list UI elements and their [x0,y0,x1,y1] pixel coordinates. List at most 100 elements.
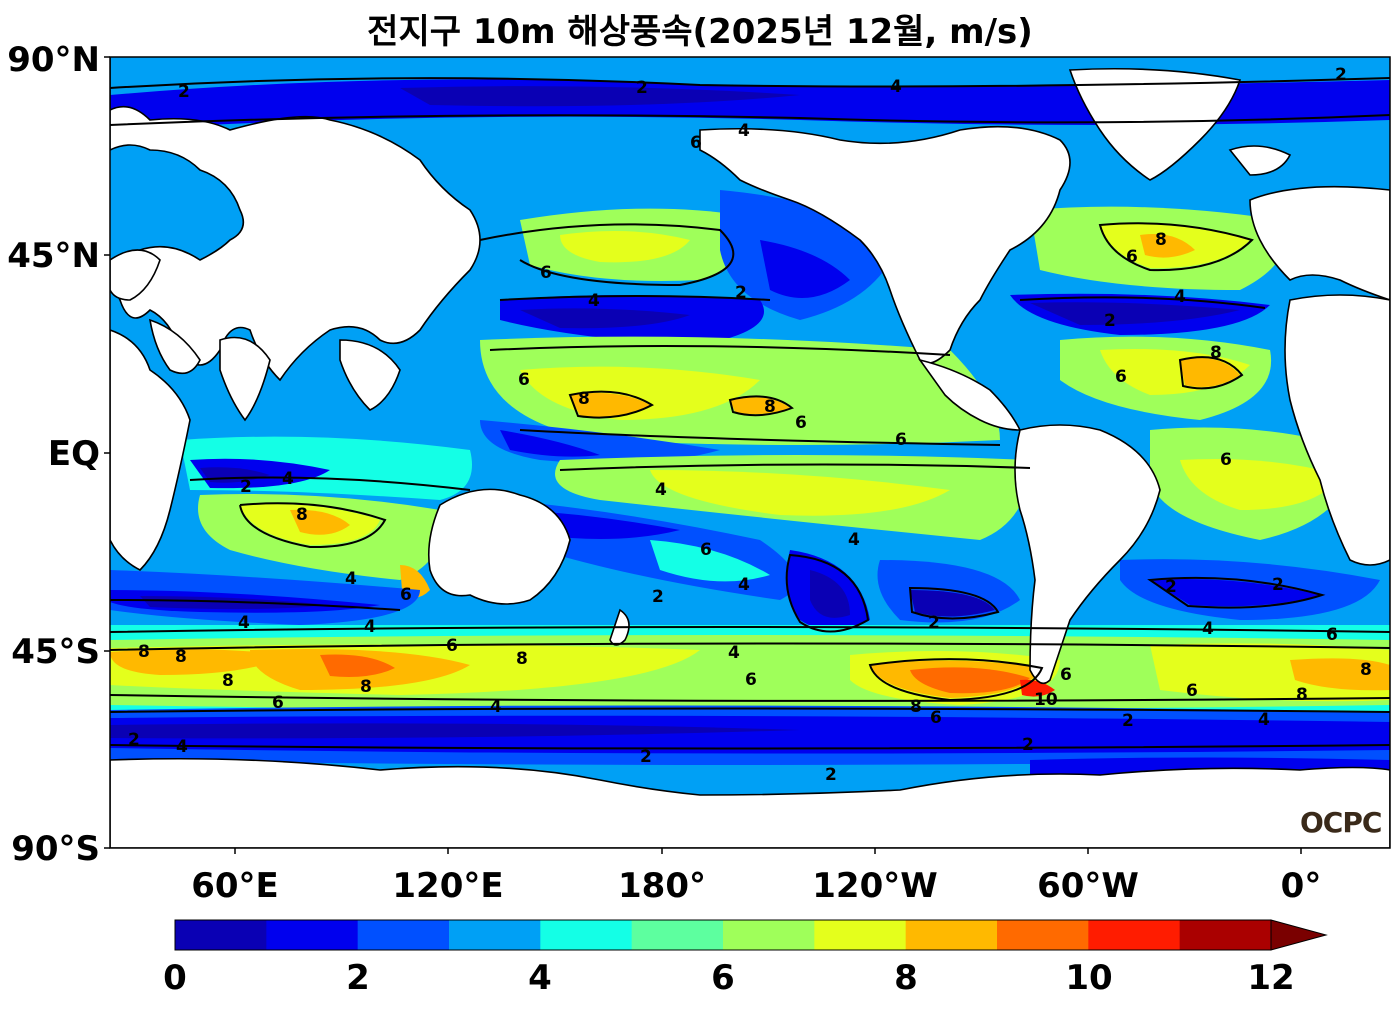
contour-label: 4 [738,121,750,141]
contour-label: 6 [540,263,552,283]
land-masses [110,57,1390,848]
contour-label: 4 [848,530,860,550]
contour-label: 4 [1202,619,1214,639]
colorbar-swatch [631,920,724,950]
contour-label: 6 [272,693,284,713]
contour-label: 8 [1155,230,1167,250]
y-tick-label: 90°S [11,829,100,869]
contour-label: 6 [745,670,757,690]
contour-label: 4 [655,480,667,500]
contour-label: 8 [360,677,372,697]
colorbar-swatch [814,920,907,950]
contour-label: 2 [1122,711,1134,731]
contour-label: 2 [240,477,252,497]
contour-label: 2 [128,730,140,750]
x-tick-label: 60°W [1037,866,1139,906]
colorbar-tick-label: 8 [894,958,918,998]
colorbar [174,919,1328,951]
contour-label: 4 [490,697,502,717]
contour-label: 2 [1335,65,1347,85]
contour-label: 4 [345,569,357,589]
x-tick-label: 120°W [812,866,938,906]
contour-label: 8 [516,649,528,669]
colorbar-swatch [997,920,1089,950]
contour-label: 2 [1165,577,1177,597]
colorbar-tick-label: 6 [711,958,735,998]
contour-label: 6 [1186,681,1198,701]
contour-label: 6 [1115,367,1127,387]
contour-label-group: 2 2 4 2 6 4 6 4 2 6 8 8 6 6 4 6 4 4 2 2 … [128,65,1372,785]
y-tick-label: 90°N [7,40,100,80]
contour-label: 6 [690,133,702,153]
contour-label: 4 [890,77,902,97]
contour-label: 4 [728,643,740,663]
contour-label: 4 [738,575,750,595]
contour-lines [110,77,1390,750]
contour-label: 4 [588,291,600,311]
y-tick-label: 45°S [11,632,100,672]
colorbar-tick-label: 2 [346,958,370,998]
contour-label: 4 [364,617,376,637]
contour-label: 8 [764,397,776,417]
colorbar-swatch [175,920,267,950]
x-tick-label: 60°E [191,866,279,906]
contour-label: 4 [1258,710,1270,730]
contour-label: 8 [1296,685,1308,705]
contour-label: 6 [1220,450,1232,470]
x-tick-label: 0° [1280,866,1322,906]
y-tick-label: EQ [47,434,100,474]
contour-label: 10 [1034,690,1058,710]
ocpc-logo: OCPC [1300,806,1382,839]
colorbar-swatch [905,920,998,950]
contour-label: 8 [175,647,187,667]
contour-label: 8 [222,671,234,691]
colorbar-swatch [357,920,450,950]
map-field: 2 2 4 2 6 4 6 4 2 6 8 8 6 6 4 6 4 4 2 2 … [110,57,1390,848]
contour-label: 8 [1210,343,1222,363]
contour-label: 4 [282,469,294,489]
colorbar-tick-label: 4 [528,958,552,998]
contour-label: 8 [910,697,922,717]
contour-label: 6 [518,370,530,390]
contour-label: 2 [1104,311,1116,331]
map-title: 전지구 10m 해상풍속(2025년 12월, m/s) [367,12,1033,52]
contour-label: 2 [640,747,652,767]
axis-ticks [104,56,1302,854]
contour-label: 6 [895,430,907,450]
colorbar-swatch [266,920,359,950]
contour-label: 8 [296,505,308,525]
contour-label: 4 [176,737,188,757]
contour-label: 2 [825,765,837,785]
contour-label: 6 [400,585,412,605]
colorbar-swatch [540,920,633,950]
contour-label: 6 [446,636,458,656]
contour-label: 8 [1360,660,1372,680]
x-tick-label: 120°E [392,866,504,906]
contour-label: 2 [1022,735,1034,755]
colorbar-tick-label: 10 [1065,958,1113,998]
contour-label: 6 [930,708,942,728]
contour-label: 8 [578,389,590,409]
colorbar-swatch [1179,920,1272,950]
contour-label: 2 [652,587,664,607]
contour-label: 2 [735,283,747,303]
contour-label: 2 [178,82,190,102]
contour-label: 6 [700,540,712,560]
contour-label: 6 [795,413,807,433]
colorbar-extend-arrow [1270,919,1328,951]
colorbar-swatch [723,920,815,950]
colorbar-tick-label: 0 [163,958,187,998]
contour-label: 8 [138,642,150,662]
colorbar-swatch [1088,920,1181,950]
contour-label: 4 [1174,287,1186,307]
colorbar-swatch [449,920,541,950]
colorbar-outline [174,919,1272,951]
colorbar-tick-label: 12 [1247,958,1295,998]
contour-label: 4 [238,613,250,633]
contour-label: 6 [1326,625,1338,645]
y-tick-label: 45°N [7,236,100,276]
contour-label: 6 [1126,247,1138,267]
x-tick-label: 180° [618,866,706,906]
contour-label: 2 [928,613,940,633]
